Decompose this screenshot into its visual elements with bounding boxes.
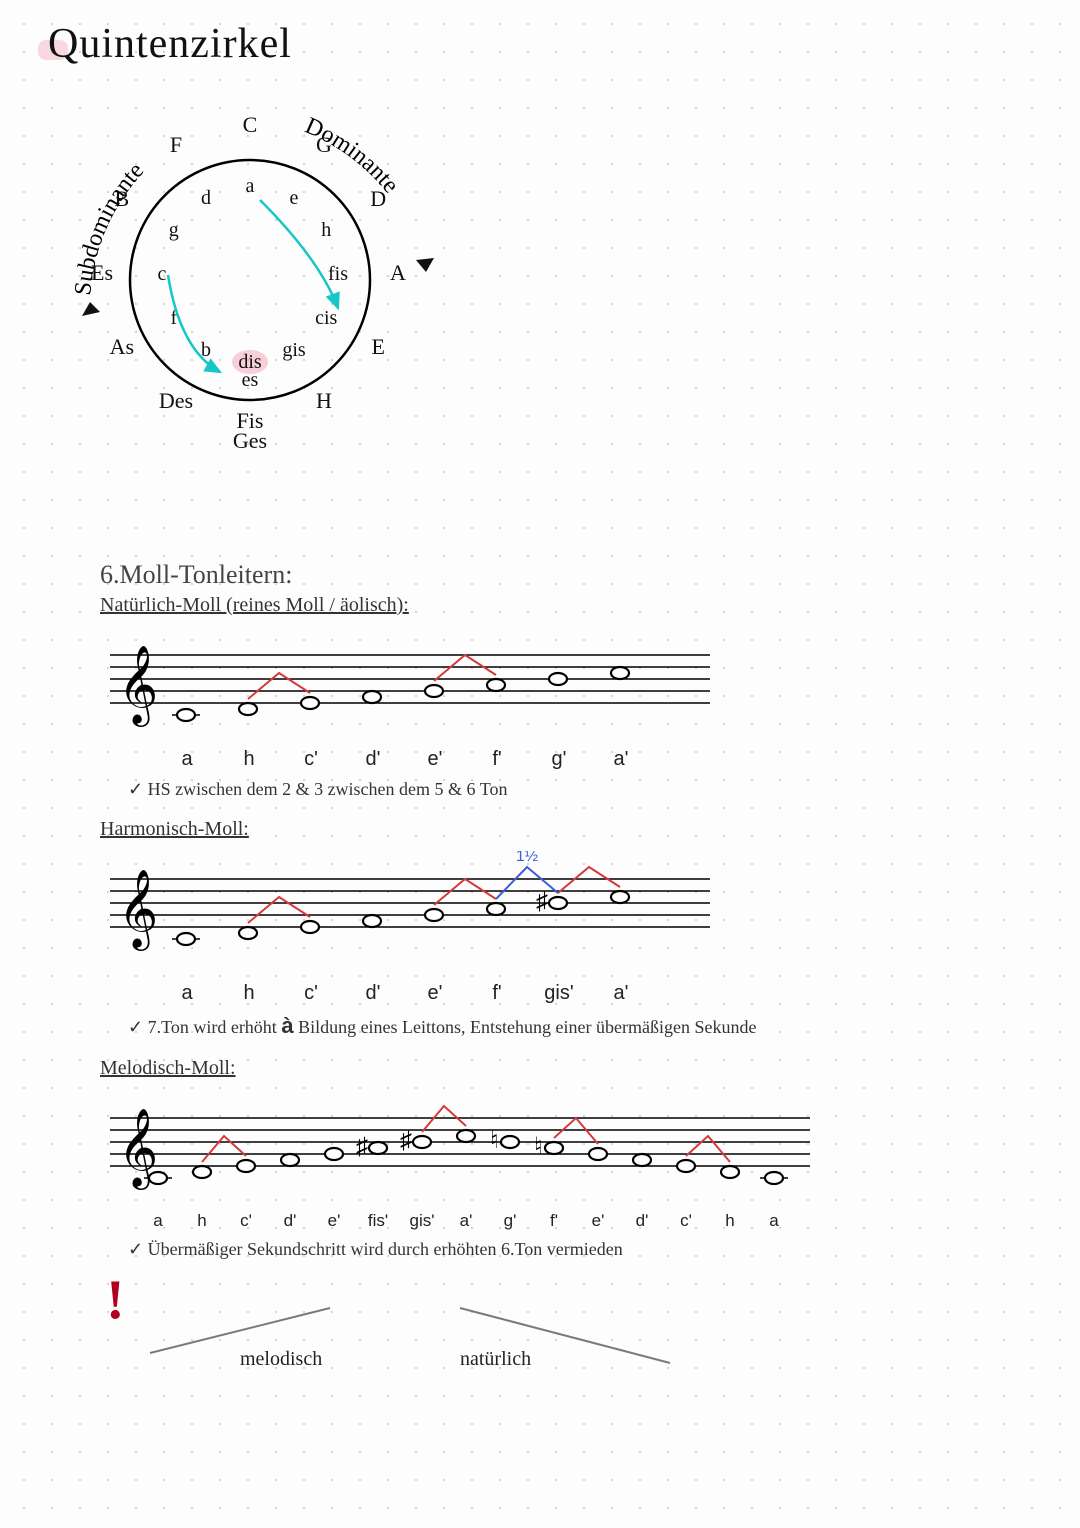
- svg-text:♯: ♯: [400, 1127, 412, 1154]
- svg-text:d: d: [201, 187, 211, 209]
- harmonic-staff: 𝄞 ♯ 1½ ahc'd'e'f'gis'a': [100, 851, 980, 1005]
- exclamation-icon: !: [106, 1268, 125, 1332]
- svg-text:E: E: [371, 334, 384, 359]
- svg-text:♮: ♮: [534, 1133, 543, 1160]
- svg-text:es: es: [242, 369, 259, 391]
- circle-of-fifths: CaGeDhAfisEcisHgisFisGesdisesDesbAsfEscB…: [30, 90, 450, 450]
- svg-text:♯: ♯: [536, 888, 548, 915]
- melodic-title: Melodisch-Moll:: [100, 1057, 980, 1080]
- harmonic-bullet: 7.Ton wird erhöht à Bildung eines Leitto…: [128, 1013, 980, 1039]
- svg-text:g: g: [169, 219, 179, 241]
- svg-text:a: a: [246, 175, 255, 197]
- melodic-foot-right: natürlich: [460, 1348, 531, 1371]
- harmonic-note-labels: ahc'd'e'f'gis'a': [156, 982, 980, 1005]
- melodic-foot-left: melodisch: [240, 1348, 322, 1371]
- svg-text:A: A: [390, 260, 406, 285]
- section-moll: 6.Moll-Tonleitern: Natürlich-Moll (reine…: [100, 560, 980, 1398]
- svg-text:gis: gis: [282, 339, 306, 361]
- svg-text:♯: ♯: [356, 1133, 368, 1160]
- page-title: Quintenzirkel: [48, 20, 292, 68]
- svg-text:C: C: [243, 112, 258, 137]
- svg-text:As: As: [110, 334, 134, 359]
- svg-text:cis: cis: [315, 307, 337, 329]
- natural-title: Natürlich-Moll (reines Moll / äolisch):: [100, 594, 980, 617]
- section-heading: 6.Moll-Tonleitern:: [100, 560, 980, 590]
- svg-text:h: h: [321, 219, 331, 241]
- svg-text:Des: Des: [159, 388, 193, 413]
- svg-text:𝄞: 𝄞: [118, 646, 158, 727]
- svg-text:Ges: Ges: [233, 428, 267, 450]
- svg-text:1½: 1½: [516, 851, 538, 865]
- svg-text:F: F: [170, 132, 182, 157]
- natural-note-labels: ahc'd'e'f'g'a': [156, 748, 980, 771]
- melodic-staff: 𝄞♯♯♮♮ ahc'd'e'fis'gis'a'g'f'e'd'c'ha: [100, 1090, 980, 1231]
- svg-text:fis: fis: [328, 263, 348, 285]
- melodic-bullet: Übermäßiger Sekundschritt wird durch erh…: [128, 1239, 980, 1260]
- harmonic-title: Harmonisch-Moll:: [100, 818, 980, 841]
- svg-text:H: H: [316, 388, 332, 413]
- svg-text:♮: ♮: [490, 1127, 499, 1154]
- melodic-note-labels: ahc'd'e'fis'gis'a'g'f'e'd'c'ha: [136, 1211, 980, 1231]
- svg-text:𝄞: 𝄞: [118, 870, 158, 951]
- natural-bullet: HS zwischen dem 2 & 3 zwischen dem 5 & 6…: [128, 779, 980, 800]
- svg-text:c: c: [158, 263, 167, 285]
- svg-text:e: e: [290, 187, 299, 209]
- natural-staff: 𝄞 ahc'd'e'f'g'a': [100, 627, 980, 771]
